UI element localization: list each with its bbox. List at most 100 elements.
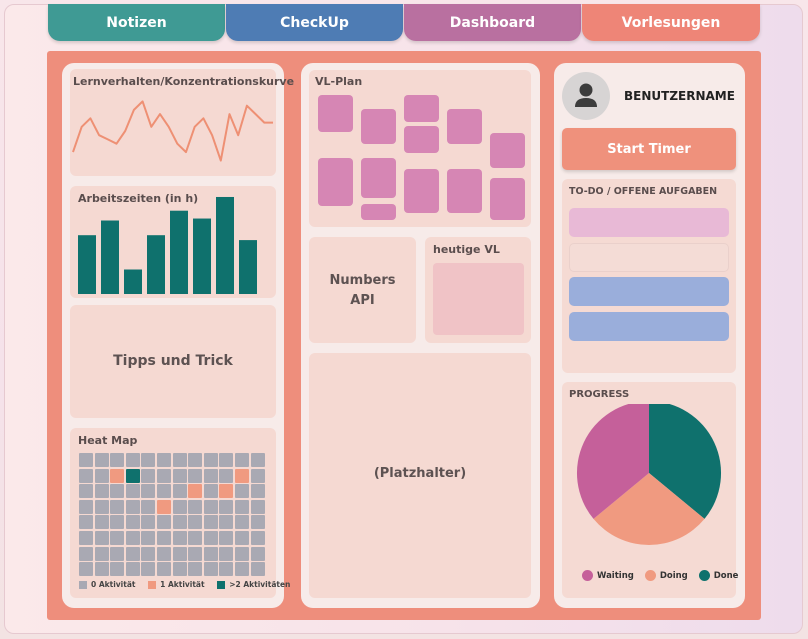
- numbers-api-card[interactable]: Numbers API: [309, 237, 416, 343]
- heatmap-cell: [141, 530, 156, 545]
- heatmap-cell: [219, 499, 234, 514]
- todo-item[interactable]: [569, 312, 729, 341]
- vl-slot[interactable]: [361, 158, 396, 198]
- pie-slice-doing: [593, 473, 705, 546]
- legend-done: Done: [698, 570, 738, 581]
- heatmap-cell: [234, 484, 249, 499]
- vl-plan-title: VL-Plan: [315, 75, 363, 88]
- heatmap-cell: [110, 530, 125, 545]
- heatmap-cell: [94, 546, 109, 561]
- numbers-api-label-2: API: [350, 293, 375, 308]
- heatmap-cell: [125, 546, 140, 561]
- heutige-vl-card: heutige VL: [425, 237, 531, 343]
- work-hours-bar: [124, 269, 142, 294]
- start-timer-button[interactable]: Start Timer: [562, 128, 736, 170]
- heatmap-cell: [94, 530, 109, 545]
- work-hours-bar: [101, 220, 119, 294]
- vl-slot[interactable]: [361, 204, 396, 220]
- heatmap-cell: [110, 546, 125, 561]
- vl-slot[interactable]: [447, 169, 482, 213]
- heatmap-legend: 0 Aktivität 1 Aktivität >2 Aktivitäten: [79, 580, 290, 589]
- heatmap-cell: [172, 453, 187, 467]
- tab-checkup[interactable]: CheckUp: [226, 4, 403, 41]
- todo-item[interactable]: [569, 277, 729, 306]
- heatmap-cell: [125, 468, 140, 483]
- heatmap-cell: [219, 515, 234, 530]
- pie-slice-done: [649, 404, 721, 519]
- heatmap-cell: [203, 530, 218, 545]
- tips-title: Tipps und Trick: [113, 353, 233, 369]
- concentration-line-chart: [72, 100, 273, 162]
- user-icon: [575, 83, 597, 107]
- heatmap-cell: [110, 453, 125, 467]
- heatmap-cell: [94, 468, 109, 483]
- tab-vorlesungen[interactable]: Vorlesungen: [582, 4, 760, 41]
- heatmap-cell: [156, 468, 171, 483]
- heatmap-cell: [79, 499, 93, 514]
- heatmap-cell: [156, 499, 171, 514]
- right-column: BENUTZERNAME Start Timer TO-DO / OFFENE …: [554, 63, 745, 608]
- tips-card[interactable]: Tipps und Trick: [70, 305, 276, 418]
- heatmap-cell: [250, 499, 265, 514]
- heatmap-cell: [203, 546, 218, 561]
- heatmap-cell: [141, 453, 156, 467]
- heatmap-cell: [188, 530, 203, 545]
- heatmap-cell: [172, 546, 187, 561]
- todo-item[interactable]: [569, 208, 729, 237]
- heatmap-cell: [156, 562, 171, 577]
- heatmap-cell: [234, 546, 249, 561]
- heatmap-cell: [141, 468, 156, 483]
- heatmap-cell: [234, 468, 249, 483]
- heatmap-cell: [79, 515, 93, 530]
- heatmap-cell: [203, 484, 218, 499]
- vl-slot[interactable]: [447, 109, 482, 144]
- legend-two: >2 Aktivitäten: [217, 580, 290, 589]
- work-hours-bar-chart: [78, 196, 257, 294]
- avatar[interactable]: [562, 72, 610, 120]
- placeholder-card: (Platzhalter): [309, 353, 531, 598]
- vl-slot[interactable]: [318, 95, 353, 132]
- vl-slot[interactable]: [404, 95, 439, 122]
- legend-zero: 0 Aktivität: [79, 580, 135, 589]
- vl-slot[interactable]: [490, 178, 525, 220]
- heatmap-cell: [125, 499, 140, 514]
- heatmap-cell: [79, 562, 93, 577]
- heatmap-cell: [250, 546, 265, 561]
- vl-slot[interactable]: [318, 158, 353, 206]
- tab-notizen[interactable]: Notizen: [48, 4, 225, 41]
- heatmap-cell: [94, 453, 109, 467]
- heatmap-cell: [203, 562, 218, 577]
- legend-waiting: Waiting: [582, 570, 634, 581]
- heatmap-cell: [172, 530, 187, 545]
- work-hours-bar: [170, 210, 188, 294]
- heutige-vl-slot[interactable]: [433, 263, 524, 335]
- vl-slot[interactable]: [404, 169, 439, 213]
- heatmap-cell: [219, 453, 234, 467]
- left-column: Lernverhalten/Konzentrationskurve Arbeit…: [62, 63, 294, 608]
- heatmap-cell: [79, 468, 93, 483]
- heatmap-cell: [141, 546, 156, 561]
- heatmap-cell: [79, 453, 93, 467]
- vl-slot[interactable]: [490, 133, 525, 168]
- heatmap-cell: [250, 515, 265, 530]
- heatmap-cell: [141, 499, 156, 514]
- todo-item[interactable]: [569, 243, 729, 272]
- heatmap-cell: [125, 530, 140, 545]
- vl-slot[interactable]: [404, 126, 439, 153]
- numbers-api-label-1: Numbers: [329, 273, 396, 288]
- heatmap-cell: [250, 562, 265, 577]
- heatmap-cell: [172, 468, 187, 483]
- concentration-curve-title: Lernverhalten/Konzentrationskurve: [73, 75, 295, 88]
- heatmap-cell: [203, 499, 218, 514]
- heatmap-cell: [156, 546, 171, 561]
- heatmap-cell: [219, 468, 234, 483]
- heatmap-cell: [250, 484, 265, 499]
- heatmap-cell: [110, 515, 125, 530]
- vl-slot[interactable]: [361, 109, 396, 144]
- concentration-line: [72, 100, 273, 162]
- tab-dashboard[interactable]: Dashboard: [404, 4, 581, 41]
- todo-title: TO-DO / OFFENE AUFGABEN: [569, 186, 718, 197]
- heatmap-cell: [156, 530, 171, 545]
- heatmap-title: Heat Map: [78, 434, 138, 447]
- todo-card: TO-DO / OFFENE AUFGABEN: [562, 179, 736, 373]
